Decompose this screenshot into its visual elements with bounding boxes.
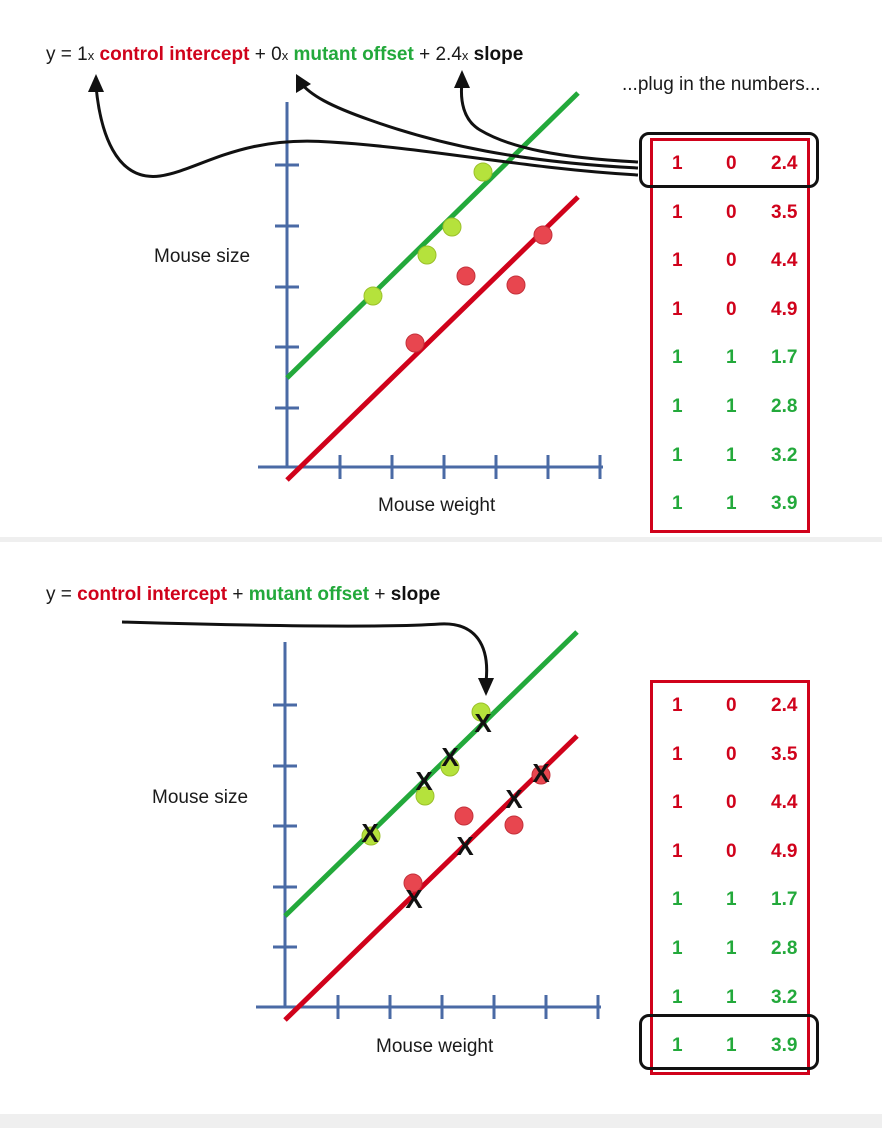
- fitted-marker: X: [415, 766, 433, 796]
- term-slope: slope: [473, 44, 524, 65]
- mutant-point: [415, 786, 435, 806]
- arrow-head-icon: [88, 74, 104, 92]
- equation-simple: y = control intercept + mutant offset + …: [46, 584, 440, 606]
- coef-1: 1: [77, 44, 88, 65]
- design-matrix-top: 1 0 2.4 1 0 3.5 1 0 4.4 1 0 4.9 1 1 1.7 1 1 2.8 1 1 3.…: [650, 138, 810, 533]
- mutant-fit-line: [285, 91, 580, 380]
- arrow-to-coef-1: [94, 85, 639, 178]
- top-panel: y = 1x control intercept + 0x mutant off…: [0, 0, 882, 537]
- control-point: [405, 333, 425, 353]
- term-slope: slope: [390, 584, 441, 605]
- mutant-points: [361, 702, 491, 846]
- y-axis-label: Mouse size: [154, 246, 251, 267]
- equation-with-coefficients: y = 1x control intercept + 0x mutant off…: [46, 44, 523, 66]
- matrix-row: 1 0 2.4: [672, 695, 798, 716]
- fitted-marker: X: [441, 742, 459, 772]
- equation-equals: =: [60, 44, 72, 65]
- axes: [258, 102, 603, 479]
- matrix-row: 1 1 3.2: [672, 986, 798, 1008]
- mutant-point: [363, 286, 383, 306]
- fitted-marker: X: [505, 784, 523, 814]
- y-axis-label: Mouse size: [152, 787, 249, 808]
- mutant-point: [417, 245, 437, 265]
- mutant-point: [471, 702, 491, 722]
- mutant-fit-line: [283, 630, 579, 918]
- coef-3: 2.4: [435, 44, 462, 65]
- arrow-to-coef-3: [460, 81, 639, 164]
- matrix-row: 1 1 3.2: [672, 444, 798, 466]
- axes: [256, 642, 601, 1019]
- coef-2: 0: [271, 44, 282, 65]
- matrix-row: 1 0 4.9: [672, 298, 798, 320]
- plug-in-note: ...plug in the numbers...: [622, 74, 821, 95]
- matrix-row: 1 1 3.9: [672, 493, 798, 515]
- equation-equals: =: [60, 584, 72, 605]
- matrix-row: 1 1 3.9: [672, 1035, 798, 1057]
- fitted-marker: X: [361, 818, 379, 848]
- matrix-row: 1 0 4.4: [672, 792, 798, 814]
- control-point: [454, 806, 474, 826]
- plus-1: +: [232, 584, 244, 605]
- matrix-row: 1 1 2.8: [672, 937, 798, 959]
- highlight-row-box: [639, 132, 819, 188]
- term-control-intercept: control intercept: [77, 584, 228, 605]
- control-point: [403, 873, 423, 893]
- mutant-points: [363, 162, 493, 306]
- arrow-heads: [88, 70, 470, 93]
- fitted-marker: X: [532, 758, 550, 788]
- fitted-marker: X: [456, 831, 474, 861]
- term-control-intercept: control intercept: [99, 44, 250, 65]
- matrix-row: 1 0 2.4: [672, 153, 798, 174]
- plus-1: +: [254, 44, 266, 65]
- mutant-point: [473, 162, 493, 182]
- control-point: [531, 765, 551, 785]
- x-axis-label: Mouse weight: [376, 1036, 494, 1057]
- control-fit-line: [285, 195, 580, 482]
- mutant-point: [440, 757, 460, 777]
- control-point: [504, 815, 524, 835]
- control-point: [456, 266, 476, 286]
- plus-2: +: [374, 584, 386, 605]
- arrow-head-icon: [454, 70, 470, 88]
- matrix-row: 1 1 2.8: [672, 395, 798, 417]
- arrow-head-icon: [478, 678, 494, 696]
- x-axis-label: Mouse weight: [378, 495, 496, 516]
- plus-2: +: [419, 44, 431, 65]
- times-2: x: [281, 48, 289, 63]
- arrow-head-icon: [296, 74, 311, 93]
- fitted-markers: X X X X X X X X: [361, 708, 550, 914]
- control-fit-line: [283, 734, 579, 1022]
- arrow-to-point: [121, 620, 489, 683]
- control-point: [506, 275, 526, 295]
- highlight-row-box: [639, 1014, 819, 1070]
- control-points: [403, 765, 551, 893]
- matrix-row: 1 0 3.5: [672, 743, 798, 765]
- equation-y: y: [46, 44, 56, 65]
- mutant-point: [442, 217, 462, 237]
- bottom-graph: X X X X X X X X: [121, 620, 601, 1022]
- arrow-to-coef-2: [298, 81, 639, 170]
- term-mutant-offset: mutant offset: [293, 44, 414, 65]
- design-matrix-bottom: 1 0 2.4 1 0 3.5 1 0 4.4 1 0 4.9 1 1 1.7 1 1 2.8 1 1 3.…: [650, 680, 810, 1075]
- matrix-row: 1 0 4.9: [672, 840, 798, 862]
- mutant-point: [361, 826, 381, 846]
- fitted-marker: X: [405, 884, 423, 914]
- matrix-row: 1 1 1.7: [672, 889, 798, 911]
- bottom-panel: y = control intercept + mutant offset + …: [0, 542, 882, 1114]
- times-1: x: [87, 48, 95, 63]
- matrix-row: 1 0 4.4: [672, 250, 798, 272]
- top-graph: [88, 70, 639, 482]
- connector-arrows: [94, 81, 639, 178]
- fitted-marker: X: [474, 708, 492, 738]
- times-3: x: [461, 48, 469, 63]
- matrix-row: 1 1 1.7: [672, 347, 798, 369]
- matrix-row: 1 0 3.5: [672, 201, 798, 223]
- control-points: [405, 225, 553, 353]
- term-mutant-offset: mutant offset: [248, 584, 370, 605]
- equation-y: y: [46, 584, 56, 605]
- control-point: [533, 225, 553, 245]
